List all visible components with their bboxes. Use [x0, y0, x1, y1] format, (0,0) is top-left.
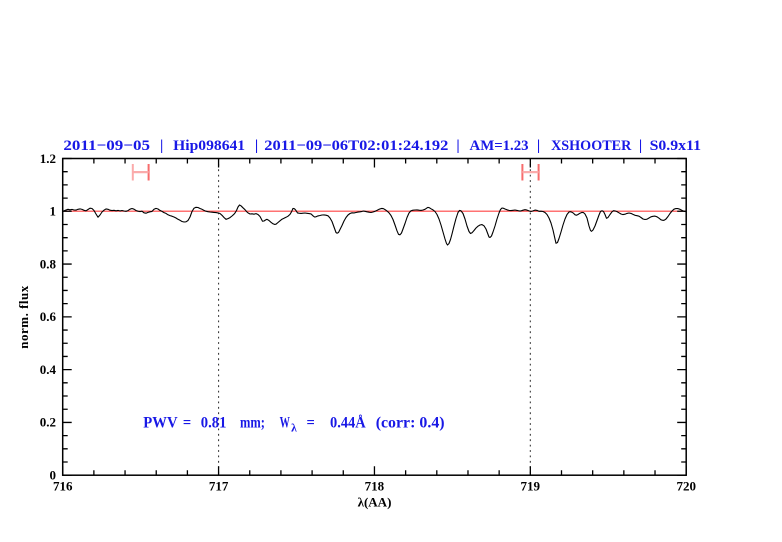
svg-text:Hip098641: Hip098641 [173, 138, 245, 154]
svg-text:XSHOOTER: XSHOOTER [551, 138, 631, 154]
svg-text:|: | [255, 138, 258, 154]
svg-text:719: 719 [521, 479, 541, 494]
svg-text:norm. flux: norm. flux [16, 285, 31, 349]
svg-text:PWV: PWV [143, 415, 178, 432]
svg-text:S0.9x11: S0.9x11 [650, 138, 701, 154]
svg-text:λ: λ [291, 423, 297, 435]
svg-text:AM=1.23: AM=1.23 [470, 138, 529, 154]
svg-text:716: 716 [53, 479, 73, 494]
svg-text:0.8: 0.8 [40, 256, 57, 271]
svg-text:0.6: 0.6 [40, 309, 57, 324]
svg-text:0.81: 0.81 [201, 415, 227, 432]
svg-text:|: | [160, 138, 163, 154]
svg-text:=: = [307, 415, 315, 432]
svg-text:(corr: 0.4): (corr: 0.4) [376, 415, 445, 432]
svg-text:2011−09−06T02:01:24.192: 2011−09−06T02:01:24.192 [264, 138, 448, 154]
svg-text:0.44Å: 0.44Å [330, 414, 366, 432]
svg-text:|: | [639, 138, 642, 154]
svg-text:720: 720 [676, 479, 696, 494]
svg-text:718: 718 [365, 479, 385, 494]
svg-text:0.4: 0.4 [40, 362, 57, 377]
svg-text:2011−09−05: 2011−09−05 [63, 138, 150, 154]
svg-text:0: 0 [50, 468, 57, 483]
svg-text:|: | [537, 138, 540, 154]
svg-text:W: W [280, 415, 290, 432]
svg-text:mm;: mm; [240, 415, 265, 432]
svg-text:717: 717 [209, 479, 229, 494]
svg-text:0.2: 0.2 [40, 415, 56, 430]
svg-text:1.2: 1.2 [40, 151, 56, 166]
svg-text:λ(AA): λ(AA) [358, 495, 392, 510]
svg-text:=: = [183, 415, 191, 432]
svg-text:|: | [456, 138, 459, 154]
svg-text:1: 1 [50, 204, 57, 219]
